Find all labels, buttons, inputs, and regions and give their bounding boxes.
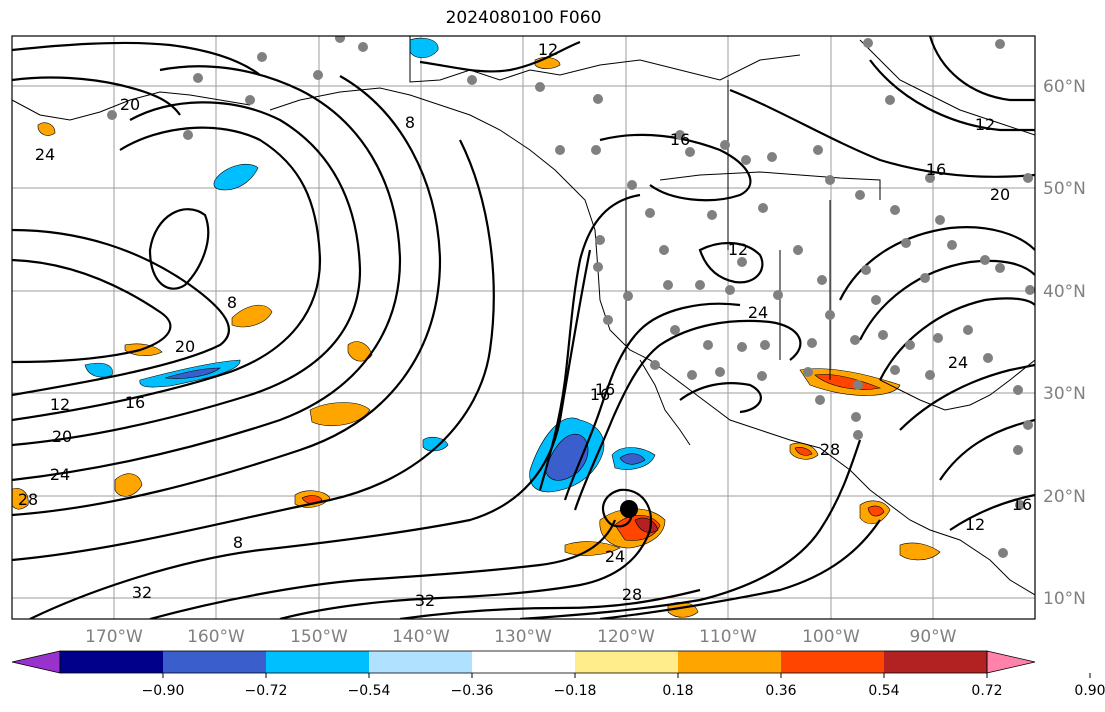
contour-label: 16 (125, 393, 145, 412)
lat-label: 60°N (1043, 77, 1086, 97)
contour-label: 16 (590, 385, 610, 404)
colorbar-tick-label: −0.90 (142, 683, 185, 699)
lon-label: 120°W (597, 627, 655, 647)
colorbar-segment (472, 651, 575, 673)
contour-label: 8 (227, 293, 237, 312)
colorbar-segment (369, 651, 472, 673)
contour-label: 24 (748, 303, 768, 322)
colorbar-segment (678, 651, 781, 673)
colorbar-segment (163, 651, 266, 673)
contour-label: 20 (990, 185, 1010, 204)
contour-label: 16 (1012, 495, 1032, 514)
colorbar-tick-label: −0.72 (245, 683, 288, 699)
colorbar-tick-label: 0.54 (868, 683, 899, 699)
contour-label: 20 (52, 427, 72, 446)
colorbar-tick-label: 0.18 (662, 683, 693, 699)
contour-label: 28 (622, 585, 642, 604)
contour-label: 32 (132, 583, 152, 602)
colorbar-segment (781, 651, 884, 673)
contour-label: 16 (926, 160, 946, 179)
colorbar-tick-label: −0.54 (348, 683, 391, 699)
longitude-labels: 170°W 160°W 150°W 140°W 130°W 120°W 110°W 100°W… (85, 627, 957, 647)
contour-label: 12 (975, 115, 995, 134)
coastlines (12, 36, 1035, 596)
map-frame (11, 35, 1036, 620)
contour-label: 12 (728, 240, 748, 259)
contour-labels: 12 16 20 24 8 12 16 20 8 12 16 20 24 28 32 8 16 24 28 32 12 1… (18, 40, 1032, 610)
colorbar-segment (884, 651, 987, 673)
contour-label: 12 (50, 395, 70, 414)
height-contours (12, 36, 1035, 619)
contour-label: 8 (233, 533, 243, 552)
contour-label: 20 (120, 95, 140, 114)
lon-label: 90°W (910, 627, 957, 647)
contour-label: 12 (538, 40, 558, 59)
lon-label: 130°W (494, 627, 552, 647)
lon-label: 100°W (802, 627, 860, 647)
colorbar: −0.90 −0.72 −0.54 −0.36 −0.18 0.18 0.36 0.54 0.7… (11, 650, 1105, 699)
lat-label: 10°N (1043, 589, 1086, 609)
colorbar-tick-label: 0.72 (971, 683, 1002, 699)
colorbar-extend-low (11, 650, 61, 674)
lon-label: 110°W (699, 627, 757, 647)
colorbar-segment (575, 651, 678, 673)
contour-label: 24 (50, 465, 70, 484)
colorbar-frame (59, 650, 988, 674)
lon-label: 140°W (392, 627, 450, 647)
contour-label: 24 (35, 145, 55, 164)
colorbar-tick-label: −0.36 (451, 683, 494, 699)
map-title: 2024080100 F060 (445, 8, 602, 28)
lon-label: 160°W (187, 627, 245, 647)
contour-label: 12 (965, 515, 985, 534)
colorbar-extend-high (986, 650, 1036, 674)
contour-label: 32 (415, 591, 435, 610)
contour-label: 24 (605, 547, 625, 566)
colorbar-tick-label: 0.90 (1074, 683, 1105, 699)
contour-label: 16 (670, 130, 690, 149)
lat-label: 30°N (1043, 384, 1086, 404)
contour-label: 20 (175, 337, 195, 356)
contour-label: 16 (595, 380, 615, 399)
lon-label: 150°W (290, 627, 348, 647)
contour-label: 28 (18, 490, 38, 509)
contour-label: 8 (405, 113, 415, 132)
colorbar-tick-label: −0.18 (554, 683, 597, 699)
storm-center-marker (620, 500, 638, 518)
lat-label: 20°N (1043, 487, 1086, 507)
colorbar-segment (266, 651, 369, 673)
lon-label: 170°W (85, 627, 143, 647)
shaded-field (12, 37, 941, 618)
station-dots (107, 36, 1035, 558)
latitude-labels: 60°N 50°N 40°N 30°N 20°N 10°N (1043, 77, 1086, 609)
contour-label: 28 (820, 440, 840, 459)
lat-label: 40°N (1043, 282, 1086, 302)
colorbar-segment (60, 651, 163, 673)
lat-label: 50°N (1043, 179, 1086, 199)
contour-label: 24 (948, 353, 968, 372)
colorbar-tick-label: 0.36 (765, 683, 796, 699)
